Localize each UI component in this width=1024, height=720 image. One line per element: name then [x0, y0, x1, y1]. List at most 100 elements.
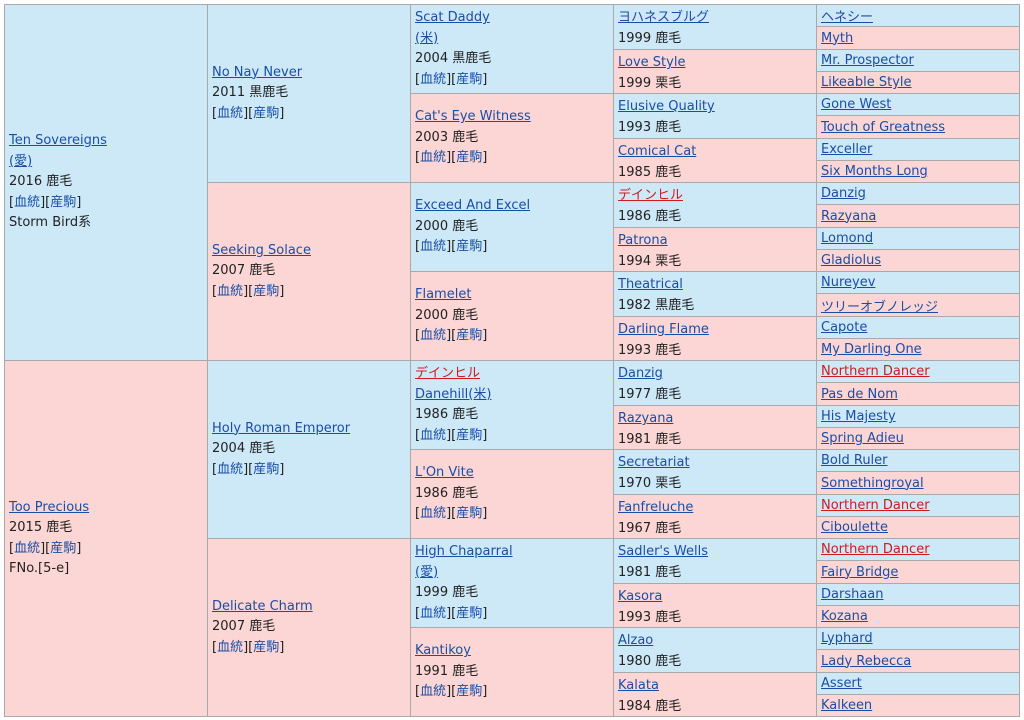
horse-country[interactable]: (米)	[415, 30, 439, 46]
horse-name[interactable]: Seeking Solace	[212, 242, 311, 258]
foal-link[interactable]: 産駒	[253, 105, 280, 121]
foal-link[interactable]: 産駒	[456, 684, 483, 700]
foal-link[interactable]: 産駒	[253, 283, 280, 299]
horse-name[interactable]: Secretariat	[618, 455, 690, 470]
horse-name[interactable]: Darling Flame	[618, 322, 709, 337]
horse-name[interactable]: Northern Dancer	[821, 364, 930, 379]
horse-name[interactable]: ツリーオブノレッジ	[821, 299, 939, 315]
horse-name[interactable]: My Darling One	[821, 342, 922, 357]
horse-name[interactable]: Northern Dancer	[821, 542, 930, 557]
bloodline-link[interactable]: 血統	[14, 194, 41, 210]
horse-name[interactable]: Spring Adieu	[821, 431, 904, 446]
horse-name[interactable]: Bold Ruler	[821, 453, 888, 468]
foal-link[interactable]: 産駒	[50, 540, 77, 556]
horse-name[interactable]: Kalata	[618, 678, 659, 693]
horse-name[interactable]: Myth	[821, 30, 854, 46]
bloodline-link[interactable]: 血統	[420, 506, 447, 522]
horse-name[interactable]: Pas de Nom	[821, 386, 898, 402]
horse-name[interactable]: Capote	[821, 320, 868, 335]
horse-name[interactable]: Exceller	[821, 142, 873, 157]
pedigree-cell-g5-8: Danzig	[816, 182, 1020, 205]
horse-name[interactable]: His Majesty	[821, 409, 896, 424]
horse-name[interactable]: Scat Daddy	[415, 10, 490, 25]
pedigree-links: [血統][産駒]	[415, 426, 609, 447]
horse-name[interactable]: Theatrical	[618, 277, 683, 292]
horse-name[interactable]: Cat's Eye Witness	[415, 109, 531, 125]
foal-link[interactable]: 産駒	[456, 239, 483, 255]
bloodline-link[interactable]: 血統	[420, 71, 447, 87]
horse-name[interactable]: Six Months Long	[821, 164, 928, 179]
horse-name[interactable]: ヘネシー	[821, 10, 874, 25]
horse-name[interactable]: L'On Vite	[415, 465, 474, 481]
foal-link[interactable]: 産駒	[253, 461, 280, 477]
horse-name[interactable]: No Nay Never	[212, 64, 303, 80]
horse-name[interactable]: Comical Cat	[618, 144, 697, 159]
horse-name-line: Patrona	[618, 231, 812, 252]
horse-name[interactable]: Assert	[821, 676, 862, 691]
bloodline-link[interactable]: 血統	[217, 461, 244, 477]
bloodline-link[interactable]: 血統	[217, 283, 244, 299]
horse-name[interactable]: Lyphard	[821, 631, 873, 646]
foal-link[interactable]: 産駒	[50, 194, 77, 210]
horse-name[interactable]: Danzig	[821, 186, 866, 201]
bloodline-link[interactable]: 血統	[420, 328, 447, 344]
bloodline-link[interactable]: 血統	[420, 605, 447, 621]
horse-name[interactable]: Razyana	[618, 411, 674, 426]
horse-name[interactable]: Delicate Charm	[212, 598, 313, 614]
horse-name[interactable]: High Chaparral	[415, 544, 513, 559]
bloodline-link[interactable]: 血統	[420, 150, 447, 166]
pedigree-cell-g3-5: L'On Vite 1986 鹿毛 [血統][産駒]	[410, 449, 614, 539]
horse-name[interactable]: Darshaan	[821, 587, 884, 602]
horse-name[interactable]: Elusive Quality	[618, 99, 715, 114]
horse-name[interactable]: Kantikoy	[415, 643, 471, 659]
horse-name[interactable]: Nureyev	[821, 275, 876, 290]
horse-country[interactable]: (愛)	[9, 153, 33, 169]
foal-link[interactable]: 産駒	[456, 605, 483, 621]
horse-name[interactable]: Too Precious	[9, 499, 90, 515]
horse-alt-name[interactable]: Danehill(米)	[415, 386, 492, 402]
horse-name[interactable]: ヨハネスブルグ	[618, 10, 710, 25]
horse-name[interactable]: Likeable Style	[821, 75, 912, 90]
horse-name[interactable]: Fairy Bridge	[821, 564, 899, 580]
horse-name[interactable]: Gladiolus	[821, 253, 882, 268]
bloodline-link[interactable]: 血統	[14, 540, 41, 556]
foal-link[interactable]: 産駒	[456, 71, 483, 87]
foal-link[interactable]: 産駒	[456, 150, 483, 166]
horse-name[interactable]: Razyana	[821, 208, 877, 224]
foal-link[interactable]: 産駒	[456, 328, 483, 344]
horse-name[interactable]: Holy Roman Emperor	[212, 420, 351, 436]
horse-name[interactable]: Danzig	[618, 366, 663, 381]
bloodline-link[interactable]: 血統	[420, 427, 447, 443]
horse-name[interactable]: Alzao	[618, 633, 654, 648]
horse-name[interactable]: Ciboulette	[821, 520, 888, 535]
pedigree-cell-g5-0: ヘネシー	[816, 4, 1020, 27]
horse-year-coat: 2011 黒鹿毛	[212, 85, 289, 101]
horse-name[interactable]: Mr. Prospector	[821, 53, 914, 68]
horse-name[interactable]: Somethingroyal	[821, 475, 924, 491]
bloodline-link[interactable]: 血統	[420, 239, 447, 255]
bloodline-link[interactable]: 血統	[217, 639, 244, 655]
horse-name[interactable]: Gone West	[821, 97, 892, 112]
horse-name[interactable]: Lomond	[821, 231, 874, 246]
horse-name[interactable]: Northern Dancer	[821, 498, 930, 513]
horse-name[interactable]: Lady Rebecca	[821, 653, 912, 669]
horse-name[interactable]: Touch of Greatness	[821, 119, 946, 135]
horse-name[interactable]: Kasora	[618, 589, 663, 604]
horse-name[interactable]: Love Style	[618, 55, 686, 70]
horse-name[interactable]: デインヒル	[618, 188, 684, 203]
horse-name[interactable]: デインヒル	[415, 366, 481, 381]
foal-link[interactable]: 産駒	[253, 639, 280, 655]
horse-name[interactable]: Flamelet	[415, 287, 472, 303]
bloodline-link[interactable]: 血統	[420, 684, 447, 700]
horse-name[interactable]: Fanfreluche	[618, 500, 694, 515]
horse-name[interactable]: Kalkeen	[821, 698, 873, 713]
horse-name[interactable]: Exceed And Excel	[415, 198, 531, 214]
bloodline-link[interactable]: 血統	[217, 105, 244, 121]
horse-country[interactable]: (愛)	[415, 564, 439, 580]
foal-link[interactable]: 産駒	[456, 506, 483, 522]
foal-link[interactable]: 産駒	[456, 427, 483, 443]
horse-name[interactable]: Sadler's Wells	[618, 544, 708, 559]
horse-name[interactable]: Ten Sovereigns	[9, 133, 107, 149]
horse-name[interactable]: Kozana	[821, 609, 868, 624]
horse-name[interactable]: Patrona	[618, 233, 668, 248]
